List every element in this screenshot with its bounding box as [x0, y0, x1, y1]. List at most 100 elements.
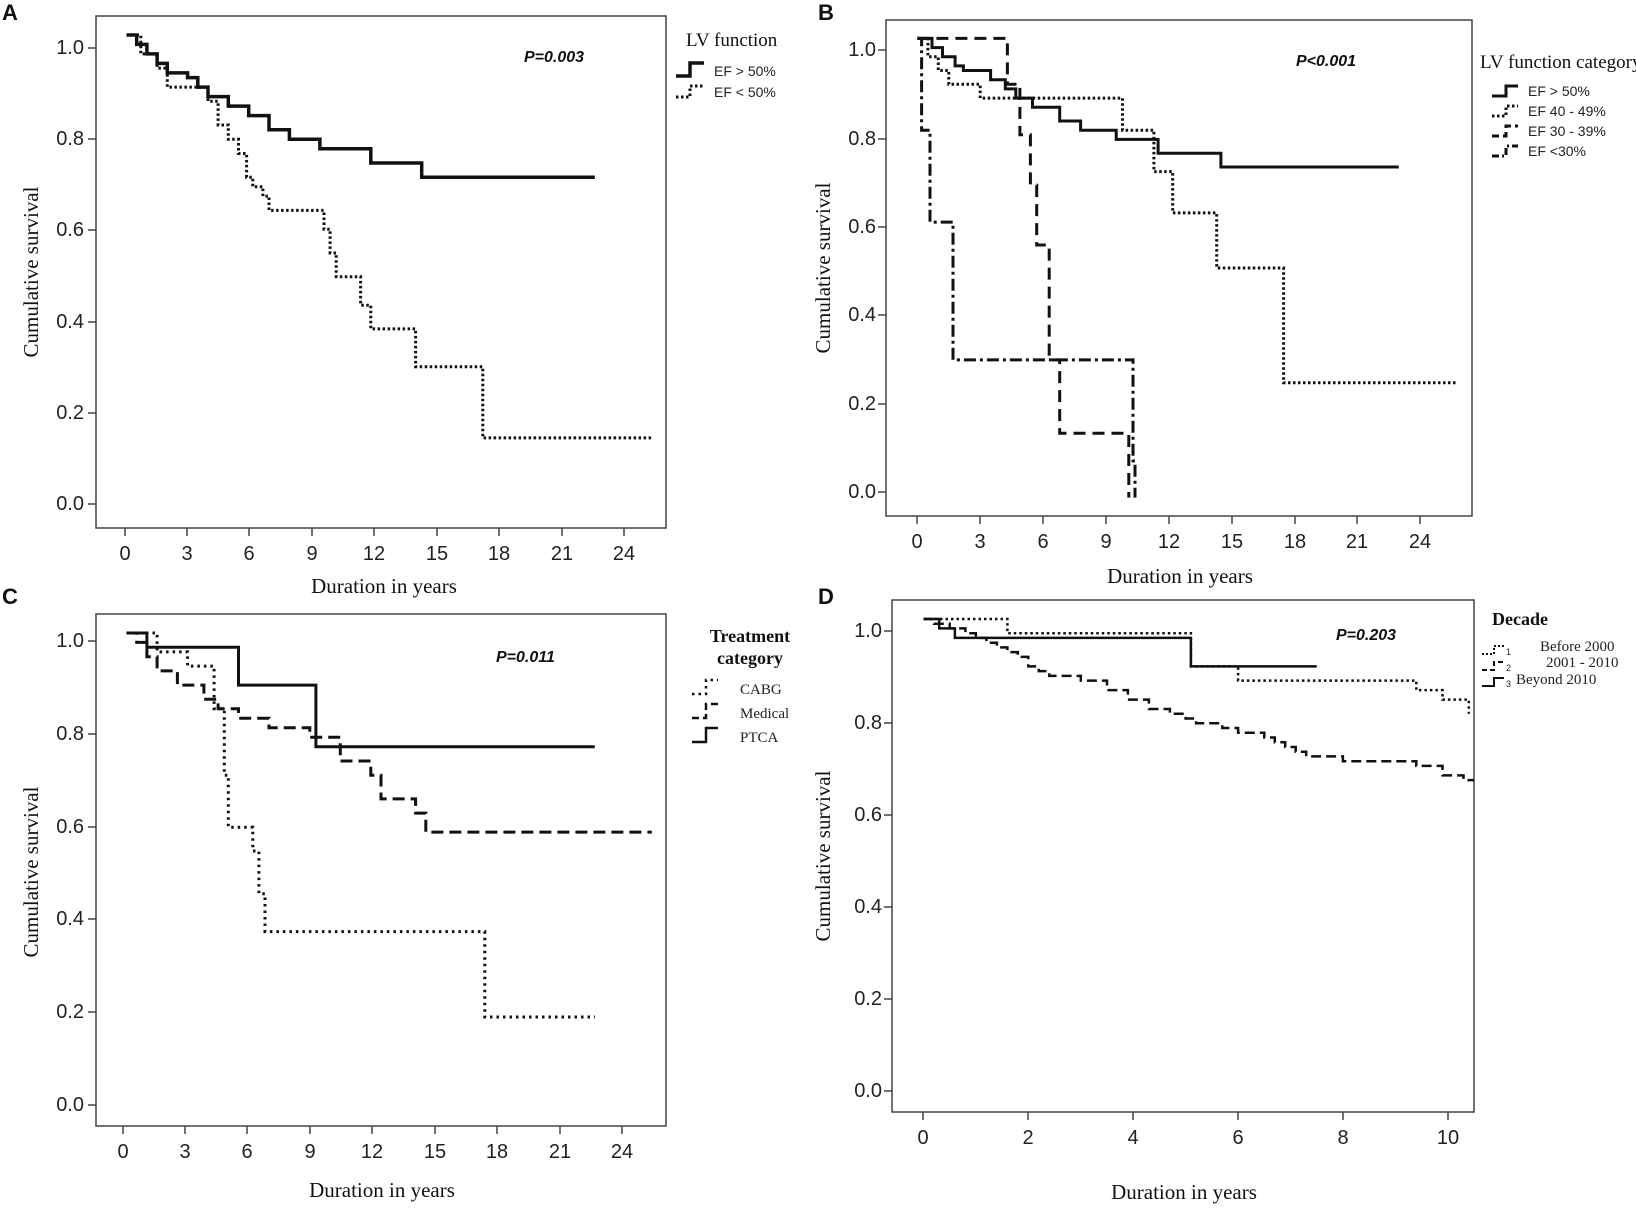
- legend-swatch-solid: [1492, 84, 1518, 98]
- panel-d: D 1.0 0.8 0.6 0.4 0.2 0.0 0 2 4 6: [811, 584, 1619, 1204]
- p-value-annotation: P=0.003: [524, 49, 584, 66]
- y-tick-label: 0.4: [854, 896, 882, 918]
- y-tick-label: 0.0: [848, 481, 876, 503]
- x-tick-label: 24: [611, 1141, 633, 1163]
- x-tick-label: 0: [917, 1127, 928, 1149]
- x-tick-label: 9: [1100, 531, 1111, 553]
- x-tick-label: 0: [117, 1141, 128, 1163]
- survival-curve-ef-gt-50: [917, 36, 1399, 169]
- y-tick-label: 0.0: [56, 1094, 84, 1116]
- legend-label: Before 2000: [1540, 639, 1615, 655]
- legend-label: EF 40 - 49%: [1528, 103, 1606, 119]
- x-tick-label: 6: [241, 1141, 252, 1163]
- x-axis-title: Duration in years: [1107, 564, 1253, 588]
- p-value-annotation: P=0.011: [496, 649, 555, 666]
- x-tick-label: 15: [1221, 531, 1243, 553]
- legend-title: LV function: [686, 30, 778, 51]
- x-axis-c: 0 3 6 9 12 15 18 21 24: [117, 1126, 633, 1163]
- survival-curve-ptca: [126, 631, 595, 749]
- x-tick-label: 3: [179, 1141, 190, 1163]
- x-axis-b: 0 3 6 9 12 15 18 21 24: [911, 516, 1431, 553]
- panel-a: A 1.0 0.8 0.6 0.4 0.2 0.0 0: [2, 0, 778, 598]
- x-tick-label: 15: [426, 543, 448, 565]
- x-tick-label: 3: [974, 531, 985, 553]
- y-tick-label: 0.8: [56, 723, 84, 745]
- legend-c: Treatment category CABG Medical PTCA: [692, 626, 790, 746]
- panel-c: C 1.0 0.8 0.6 0.4 0.2 0.0 0: [2, 584, 790, 1202]
- y-tick-label: 0.4: [56, 908, 84, 930]
- panel-b: B 1.0 0.8 0.6 0.4 0.2 0.0 0: [811, 0, 1636, 588]
- legend-label: CABG: [740, 682, 782, 698]
- legend-swatch-solid: [676, 61, 704, 78]
- x-axis-d: 0 2 4 6 8 10: [917, 1112, 1459, 1149]
- y-axis-title: Cumulative survival: [19, 186, 43, 357]
- x-tick-label: 18: [1284, 531, 1306, 553]
- legend-marker-number: 2: [1506, 663, 1511, 673]
- x-tick-label: 4: [1127, 1127, 1138, 1149]
- legend-swatch-dashed: [692, 702, 718, 720]
- y-tick-label: 0.8: [56, 128, 84, 150]
- legend-swatch-dotted: [676, 84, 704, 99]
- survival-curve-medical: [126, 631, 652, 834]
- survival-curve-ef-30-39: [917, 36, 1131, 498]
- y-tick-label: 1.0: [56, 37, 84, 59]
- x-tick-label: 6: [1037, 531, 1048, 553]
- x-tick-label: 6: [243, 543, 254, 565]
- legend-swatch-dotted: [1482, 645, 1504, 655]
- survival-curve-beyond-2010: [923, 617, 1317, 668]
- x-tick-label: 9: [304, 1141, 315, 1163]
- legend-swatch-dashdot: [1492, 144, 1518, 158]
- y-tick-label: 1.0: [56, 630, 84, 652]
- x-tick-label: 24: [613, 543, 635, 565]
- x-axis-title: Duration in years: [311, 574, 457, 598]
- legend-title: Treatment: [710, 626, 790, 646]
- x-tick-label: 18: [486, 1141, 508, 1163]
- plot-frame-d: [891, 599, 1475, 1113]
- survival-curve-ef-lt-50: [126, 33, 652, 440]
- x-tick-label: 6: [1232, 1127, 1243, 1149]
- legend-label: PTCA: [740, 730, 779, 746]
- x-tick-label: 10: [1437, 1127, 1459, 1149]
- legend-label: Beyond 2010: [1516, 672, 1596, 688]
- survival-curve-before-2000: [923, 617, 1471, 714]
- x-tick-label: 3: [181, 543, 192, 565]
- x-tick-label: 21: [551, 543, 573, 565]
- legend-swatch-dotted: [692, 678, 718, 696]
- x-axis-a: 0 3 6 9 12 15 18 21 24: [119, 528, 635, 565]
- legend-label: EF <30%: [1528, 143, 1586, 159]
- y-axis-b: 1.0 0.8 0.6 0.4 0.2 0.0: [848, 39, 886, 503]
- panel-letter-a: A: [2, 0, 18, 25]
- y-axis-c: 1.0 0.8 0.6 0.4 0.2 0.0: [56, 630, 96, 1116]
- legend-title: LV function category: [1480, 52, 1636, 73]
- x-axis-title: Duration in years: [1111, 1180, 1257, 1204]
- x-tick-label: 18: [488, 543, 510, 565]
- x-tick-label: 12: [361, 1141, 383, 1163]
- plot-frame-b: [885, 19, 1473, 517]
- y-tick-label: 1.0: [848, 39, 876, 61]
- x-tick-label: 2: [1022, 1127, 1033, 1149]
- x-tick-label: 9: [306, 543, 317, 565]
- legend-swatch-dashed: [1482, 661, 1504, 671]
- survival-curve-2001-2010: [923, 617, 1474, 782]
- plot-frame-a: [95, 15, 667, 529]
- legend-label: EF 30 - 39%: [1528, 123, 1606, 139]
- x-tick-label: 15: [424, 1141, 446, 1163]
- legend-marker-number: 1: [1506, 647, 1511, 657]
- x-tick-label: 0: [911, 531, 922, 553]
- survival-curve-ef-gt-50: [126, 33, 595, 179]
- legend-label: 2001 - 2010: [1546, 655, 1619, 671]
- y-tick-label: 0.2: [56, 1001, 84, 1023]
- y-axis-title: Cumulative survival: [811, 182, 835, 353]
- plot-frame-c: [95, 613, 667, 1127]
- y-tick-label: 0.6: [56, 816, 84, 838]
- panel-letter-d: D: [818, 584, 834, 609]
- legend-title: Decade: [1492, 609, 1548, 629]
- y-tick-label: 0.2: [56, 402, 84, 424]
- y-tick-label: 0.6: [56, 219, 84, 241]
- y-tick-label: 0.6: [854, 804, 882, 826]
- legend-swatch-dotted: [1492, 104, 1518, 118]
- y-tick-label: 0.0: [56, 493, 84, 515]
- x-tick-label: 12: [1158, 531, 1180, 553]
- y-axis-title: Cumulative survival: [19, 786, 43, 957]
- legend-label: Medical: [740, 706, 789, 722]
